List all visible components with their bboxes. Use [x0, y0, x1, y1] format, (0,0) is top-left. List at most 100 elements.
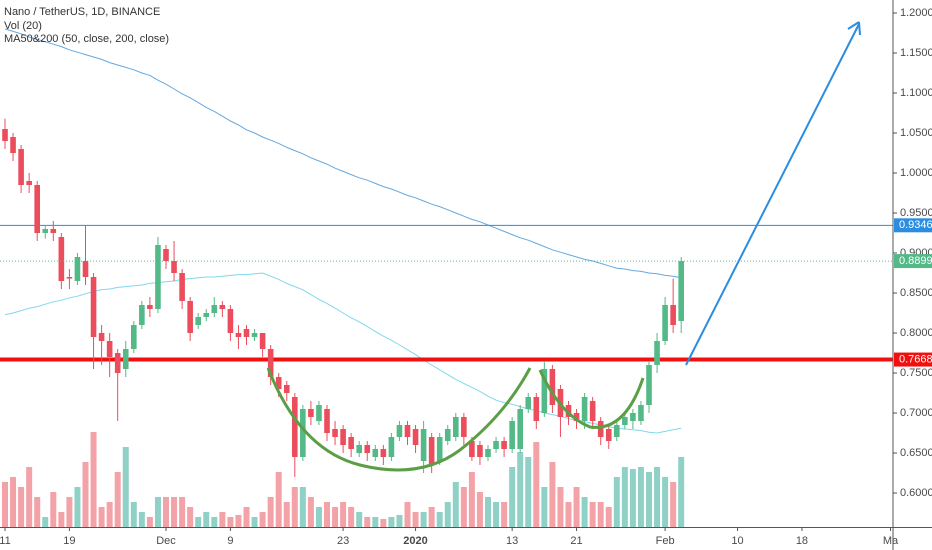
volume-bar: [452, 482, 459, 527]
volume-bar: [106, 502, 113, 527]
candle-body: [147, 305, 153, 309]
y-tick-label: 0.6000: [900, 487, 932, 499]
volume-bar: [597, 502, 604, 527]
candle-body: [259, 333, 266, 349]
volume-bar: [42, 517, 49, 527]
x-tick-label: 10: [731, 535, 743, 547]
volume-bar: [388, 517, 395, 527]
volume-bar: [460, 487, 467, 527]
volume-bar: [227, 517, 234, 527]
volume-bar: [509, 467, 516, 527]
y-tick-label: 0.8000: [900, 327, 932, 339]
candle-body: [380, 449, 387, 457]
projection-arrow: [685, 23, 860, 366]
volume-bar: [662, 477, 669, 527]
candle-body: [187, 301, 193, 333]
candle-body: [348, 437, 354, 449]
volume-bar: [637, 467, 644, 527]
x-tick-label: Dec: [156, 535, 176, 547]
volume-bar: [82, 462, 89, 527]
candle-body: [283, 385, 290, 393]
y-tick-label: 1.1500: [900, 47, 932, 59]
candle-body: [139, 305, 145, 325]
candle-body: [509, 421, 515, 449]
volume-bar: [74, 487, 81, 527]
volume-bar: [372, 517, 379, 527]
candle-body: [50, 229, 57, 233]
candle-body: [179, 273, 185, 301]
candle-body: [42, 229, 49, 233]
candle-body: [219, 305, 226, 309]
handle-drawing: [538, 369, 645, 429]
volume-bar: [211, 517, 218, 527]
candle-body: [66, 277, 73, 279]
candle-body: [614, 425, 620, 437]
y-tick-label: 1.0500: [900, 127, 932, 139]
level-label: 0.9346: [899, 219, 932, 231]
volume-bar: [146, 517, 153, 527]
candle-body: [533, 397, 540, 421]
candle-body: [461, 417, 467, 437]
volume-bar: [243, 507, 250, 527]
volume-bar: [291, 487, 298, 527]
volume-bar: [517, 452, 524, 527]
volume-bar: [621, 467, 628, 527]
volume-bar: [444, 502, 451, 527]
volume-bar: [58, 512, 65, 527]
candle-body: [34, 185, 40, 233]
volume-bar: [138, 512, 145, 527]
candle-body: [372, 449, 379, 457]
volume-bar: [678, 457, 685, 527]
candle-body: [638, 405, 644, 421]
x-tick-label: 9: [227, 535, 233, 547]
y-tick-label: 0.9500: [900, 207, 932, 219]
volume-bar: [525, 457, 532, 527]
candle-body: [82, 261, 89, 277]
candle-body: [654, 341, 660, 365]
candle-body: [605, 429, 612, 441]
candle-body: [243, 329, 250, 337]
volume-bar: [654, 467, 661, 527]
volume-bar: [10, 477, 17, 527]
volume-bar: [573, 487, 580, 527]
candle-body: [106, 341, 113, 357]
candle-body: [131, 325, 137, 349]
candle-body: [412, 429, 419, 445]
candle-body: [469, 441, 475, 457]
arrow-head: [847, 21, 861, 36]
volume-bar: [468, 472, 475, 527]
candle-body: [525, 397, 532, 409]
volume-bar: [428, 507, 435, 527]
volume-bar: [581, 497, 588, 527]
candle-body: [428, 437, 435, 465]
candle-body: [541, 369, 548, 413]
level-label-box: [894, 218, 932, 233]
volume-bar: [364, 517, 371, 527]
candle-body: [275, 377, 282, 389]
x-tick-label: 2020: [403, 535, 427, 547]
candle-body: [122, 349, 129, 369]
last-price-label: 0.8899: [899, 255, 932, 267]
candle-body: [267, 349, 274, 377]
candle-body: [171, 261, 177, 273]
x-tick-label: 23: [337, 535, 349, 547]
y-tick-label: 1.1000: [900, 87, 932, 99]
candle-body: [678, 261, 684, 321]
candle-body: [493, 441, 499, 449]
volume-bar: [163, 497, 169, 527]
candle-body: [453, 417, 459, 437]
candle-body: [332, 429, 338, 437]
candle-body: [155, 245, 161, 309]
y-tick-label: 0.7000: [900, 407, 932, 419]
volume-bar: [203, 512, 210, 527]
candle-body: [251, 333, 258, 337]
volume-bar: [613, 477, 620, 527]
volume-bar: [533, 442, 540, 527]
candle-body: [195, 317, 201, 325]
candle-body: [444, 429, 451, 441]
candle-body: [573, 413, 580, 421]
candle-body: [300, 409, 306, 457]
volume-bar: [485, 497, 491, 527]
volume-bar: [114, 472, 121, 527]
